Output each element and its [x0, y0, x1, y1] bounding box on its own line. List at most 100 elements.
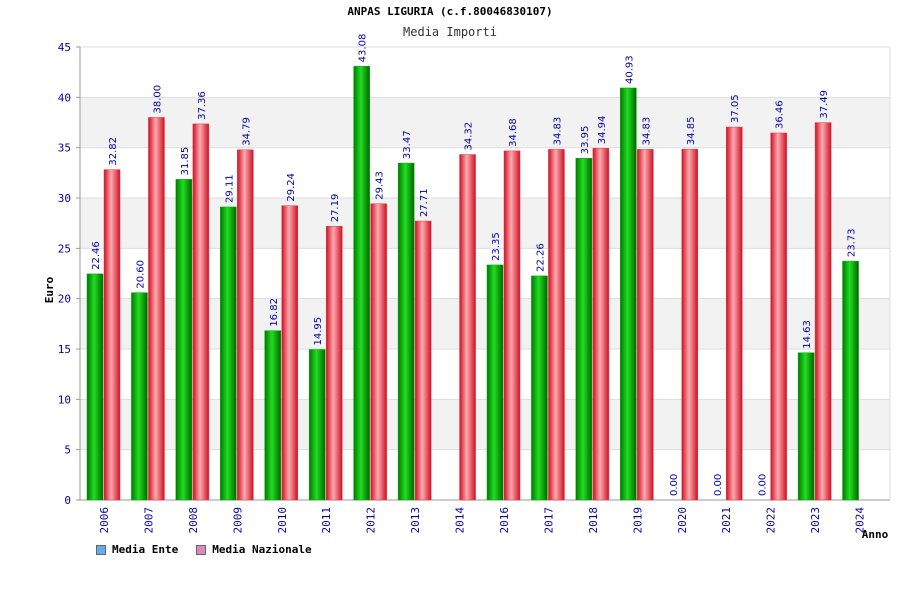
data-label: 31.85	[180, 147, 191, 176]
y-axis-label: Euro	[43, 276, 56, 303]
data-label: 0.00	[669, 474, 680, 496]
data-label: 23.73	[847, 228, 858, 257]
x-tick-label: 2010	[276, 507, 289, 534]
legend-swatch-media-nazionale	[196, 544, 207, 555]
data-label: 0.00	[713, 474, 724, 496]
bar-media-ente	[531, 275, 548, 501]
bar-media-ente	[86, 273, 104, 501]
legend-label-media-nazionale: Media Nazionale	[212, 543, 312, 556]
bar-media-nazionale	[192, 123, 210, 501]
bar-media-ente	[842, 260, 859, 501]
x-tick-label: 2023	[809, 507, 822, 534]
data-label: 27.71	[419, 188, 430, 217]
chart-subtitle: Media Importi	[403, 25, 497, 39]
data-label: 34.83	[552, 117, 563, 146]
x-tick-label: 2007	[142, 507, 155, 534]
legend-item-media-ente: Media Ente	[96, 543, 178, 556]
data-label: 29.11	[224, 174, 235, 203]
x-tick-label: 2011	[320, 507, 333, 534]
grid-band	[80, 97, 890, 148]
bar-media-ente	[353, 66, 370, 501]
bar-media-nazionale	[503, 150, 521, 501]
data-label: 43.08	[358, 34, 369, 63]
bar-media-ente	[797, 352, 815, 501]
bar-media-nazionale	[725, 126, 743, 501]
y-tick-label: 35	[58, 142, 71, 155]
y-tick-label: 5	[64, 444, 71, 457]
x-axis-label: Anno	[862, 528, 889, 541]
bar-media-ente	[175, 179, 193, 501]
bar-media-ente	[397, 162, 415, 501]
bar-media-nazionale	[103, 169, 121, 501]
x-tick-label: 2019	[631, 507, 644, 534]
y-tick-label: 10	[58, 393, 71, 406]
bar-media-ente	[220, 206, 237, 501]
chart-legend: Media Ente Media Nazionale	[96, 543, 312, 556]
data-label: 22.46	[91, 241, 102, 270]
y-tick-label: 25	[58, 242, 71, 255]
bar-media-ente	[308, 349, 326, 501]
data-label: 36.46	[775, 100, 786, 129]
legend-label-media-ente: Media Ente	[112, 543, 179, 556]
data-label: 37.05	[730, 94, 741, 123]
x-tick-label: 2022	[765, 507, 778, 534]
data-label: 23.35	[491, 232, 502, 261]
bar-media-ente	[620, 87, 637, 501]
data-label: 34.79	[241, 117, 252, 146]
bar-media-ente	[131, 292, 148, 501]
data-label: 14.95	[313, 317, 324, 346]
x-tick-label: 2014	[454, 507, 467, 534]
bar-media-nazionale	[414, 220, 432, 501]
x-tick-label: 2012	[365, 507, 378, 534]
data-label: 16.82	[269, 298, 280, 327]
bar-media-nazionale	[325, 226, 343, 501]
bar-media-nazionale	[281, 205, 299, 501]
bar-media-nazionale	[237, 149, 254, 501]
bar-media-nazionale	[370, 203, 387, 501]
data-label: 22.26	[535, 243, 546, 272]
y-tick-label: 40	[58, 91, 71, 104]
data-label: 37.49	[819, 90, 830, 119]
data-label: 34.83	[641, 117, 652, 146]
bar-media-ente	[575, 157, 593, 501]
data-label: 33.95	[580, 126, 591, 155]
data-label: 27.19	[330, 194, 341, 223]
y-tick-label: 0	[64, 494, 71, 507]
grid-band	[80, 399, 890, 450]
x-tick-label: 2017	[542, 507, 555, 534]
x-tick-label: 2018	[587, 507, 600, 534]
legend-swatch-media-ente	[96, 544, 106, 555]
data-label: 0.00	[758, 474, 769, 496]
bar-media-nazionale	[814, 122, 832, 501]
data-label: 14.63	[802, 320, 813, 349]
x-tick-label: 2006	[98, 507, 111, 534]
x-tick-label: 2013	[409, 507, 422, 534]
y-tick-label: 45	[58, 41, 71, 54]
grid-band	[80, 298, 890, 349]
data-label: 34.85	[686, 117, 697, 146]
bar-media-ente	[264, 330, 282, 501]
data-label: 40.93	[624, 55, 635, 84]
bar-media-nazionale	[148, 117, 165, 501]
data-label: 34.68	[508, 118, 519, 147]
bar-media-nazionale	[459, 154, 476, 501]
y-tick-label: 15	[58, 343, 71, 356]
data-label: 34.32	[464, 122, 475, 151]
data-label: 29.43	[375, 171, 386, 200]
x-tick-label: 2008	[187, 507, 200, 534]
x-tick-label: 2020	[676, 507, 689, 534]
legend-item-media-nazionale: Media Nazionale	[196, 543, 312, 556]
data-label: 32.82	[108, 137, 119, 166]
x-tick-label: 2021	[720, 507, 733, 534]
x-tick-label: 2009	[231, 507, 244, 534]
bar-media-nazionale	[592, 148, 610, 501]
bar-media-ente	[486, 264, 504, 501]
x-tick-label: 2024	[854, 507, 867, 534]
y-tick-label: 20	[58, 293, 71, 306]
bar-media-nazionale	[637, 149, 654, 501]
bar-media-nazionale	[681, 148, 699, 501]
data-label: 33.47	[402, 130, 413, 159]
data-label: 20.60	[135, 260, 146, 289]
